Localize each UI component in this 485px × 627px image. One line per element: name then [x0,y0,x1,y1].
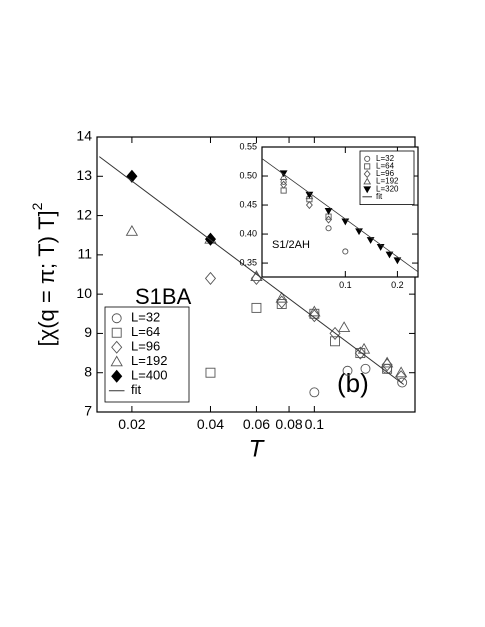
marker [276,295,288,309]
y-tick-label: 14 [76,128,92,144]
legend-box [104,306,190,403]
y-tick-label: 0.50 [239,170,257,180]
y-axis-label: [χ(q = π; T) T]2 [29,202,59,346]
marker [324,208,333,215]
marker [309,387,320,398]
legend-marker [364,155,371,162]
y-tick-label: 0.55 [239,141,257,151]
x-tick-label: 0.08 [275,416,302,432]
marker [308,305,321,317]
fit-line [98,156,405,385]
x-tick-label: 0.02 [118,416,145,432]
y-tick-label: 0.45 [239,199,257,209]
legend-marker [111,369,123,383]
legend-label: L=192 [131,353,168,368]
marker [305,191,314,199]
y-axis-label-exponent: 2 [29,202,45,210]
legend-marker [363,186,372,194]
y-tick-label: 8 [84,363,92,379]
marker [279,173,288,180]
marker [354,346,366,360]
legend-marker [111,340,123,354]
x-tick-label: 0.1 [305,416,325,432]
legend-marker [111,313,122,324]
marker [308,309,320,323]
legend-label: L=32 [131,310,160,325]
marker [325,215,333,224]
annotation: S1/2AH [272,239,310,251]
legend-marker [363,177,372,185]
legend-label: L=64 [376,162,395,171]
y-tick-label: 11 [77,246,92,262]
legend-label: L=400 [131,368,168,383]
marker [251,302,262,313]
y-axis-label-text: [χ(q = π; T) T] [34,210,59,346]
legend-label: L=64 [131,324,160,339]
y-tick-label: 7 [84,403,92,419]
legend-label: fit [131,382,142,397]
marker [204,271,217,285]
legend-marker [110,355,123,367]
marker [325,225,332,232]
legend-label: L=32 [376,154,395,163]
marker [330,336,340,347]
marker [397,377,408,388]
legend-marker [364,163,371,170]
marker [394,366,408,378]
y-tick-label: 12 [76,206,92,222]
y-tick-label: 0.35 [239,257,257,267]
legend-label: fit [376,192,383,201]
x-tick-label: 0.1 [339,280,352,290]
x-tick-label: 0.06 [243,416,270,432]
annotation: (b) [337,368,369,398]
marker [205,367,216,378]
legend-label: L=96 [376,169,395,178]
marker [275,291,288,303]
marker [380,356,394,368]
fit-line [261,158,419,273]
y-tick-label: 10 [76,285,92,301]
legend-label: L=320 [376,184,399,193]
y-tick-label: 9 [84,324,92,340]
x-axis-label: T [249,435,266,462]
marker [337,321,351,333]
marker [305,192,314,200]
annotation: S1BA [135,284,192,309]
marker [342,365,353,376]
x-tick-label: 0.2 [391,280,404,290]
y-tick-label: 0.40 [239,228,257,238]
marker [125,224,139,236]
marker [393,257,402,265]
legend-label: L=192 [376,177,399,186]
y-tick-label: 13 [76,167,92,183]
marker [385,251,394,259]
x-tick-label: 0.04 [197,416,224,432]
marker [342,248,349,255]
legend-label: L=96 [131,339,160,354]
marker [357,342,371,354]
marker [280,180,288,189]
legend-marker [111,327,122,338]
marker [305,200,313,210]
marker [360,363,371,374]
legend-box [359,150,415,205]
legend-marker [363,169,371,179]
